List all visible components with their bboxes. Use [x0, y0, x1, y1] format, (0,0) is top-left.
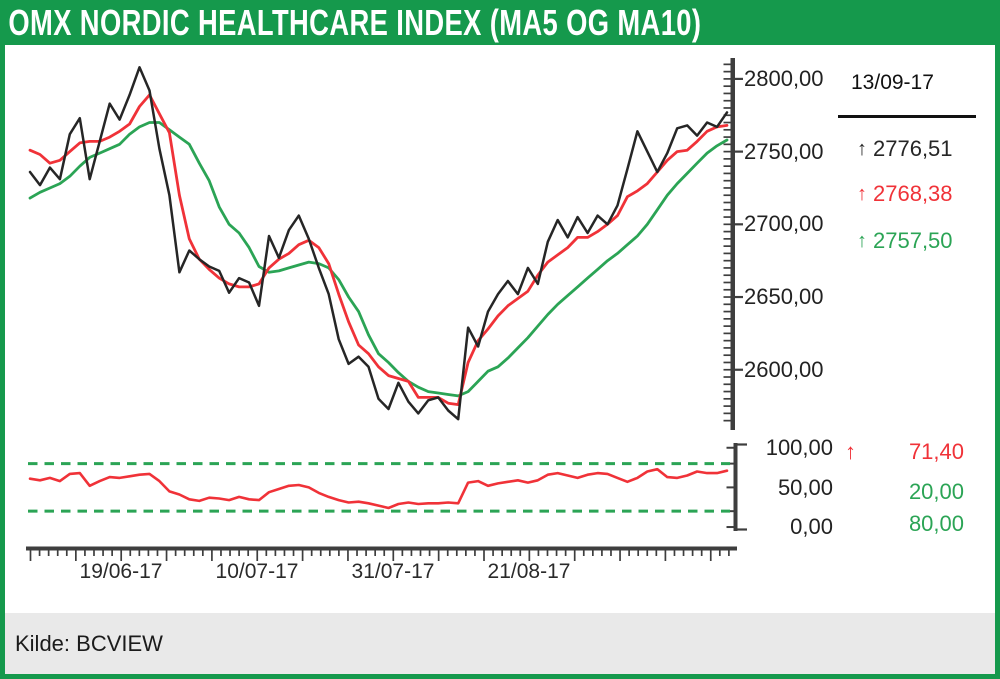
legend-rsi-upper-threshold: 80,00: [908, 511, 964, 536]
price-ytick-2750: 2750,00: [744, 139, 824, 164]
rsi-y-axis: [733, 443, 738, 531]
price-ytick-2700: 2700,00: [744, 211, 824, 236]
up-arrow-icon: ↑: [857, 138, 867, 160]
header-bar: OMX NORDIC HEALTHCARE INDEX (MA5 OG MA10…: [0, 0, 1000, 45]
up-arrow-icon: ↑: [845, 439, 856, 464]
price-ytick-2600: 2600,00: [744, 357, 824, 382]
price-ytick-2650: 2650,00: [744, 284, 824, 309]
ma5-line: [28, 93, 729, 407]
legend-date: 13/09-17: [851, 71, 934, 94]
xtick-date-1: 19/06-17: [79, 560, 163, 583]
ma10-line: [28, 121, 729, 398]
footer-bar: Kilde: BCVIEW: [0, 613, 1000, 674]
legend-ma10-value: 2757,50: [873, 228, 953, 253]
legend-rsi-value: 71,40: [908, 439, 964, 464]
legend-separator: [838, 115, 976, 118]
legend-ma5-value: 2768,38: [873, 181, 953, 206]
up-arrow-icon: ↑: [857, 183, 867, 205]
xtick-date-2: 10/07-17: [215, 560, 299, 583]
rsi-ytick-100: 100,00: [765, 435, 833, 460]
rsi-ytick-50: 50,00: [777, 475, 833, 500]
xtick-date-4: 21/08-17: [487, 560, 571, 583]
price-y-axis: [730, 58, 735, 430]
price-line: [28, 66, 729, 421]
x-axis: [26, 546, 737, 551]
price-ytick-2800: 2800,00: [744, 66, 824, 91]
legend-index-value: 2776,51: [873, 136, 953, 161]
xtick-date-3: 31/07-17: [351, 560, 435, 583]
source-label: Kilde: BCVIEW: [15, 630, 163, 656]
legend-rsi-lower-threshold: 20,00: [908, 479, 964, 504]
up-arrow-icon: ↑: [857, 230, 867, 252]
page-title: OMX NORDIC HEALTHCARE INDEX (MA5 OG MA10…: [8, 1, 702, 43]
rsi-line: [28, 467, 729, 510]
rsi-ytick-0: 0,00: [790, 514, 833, 539]
